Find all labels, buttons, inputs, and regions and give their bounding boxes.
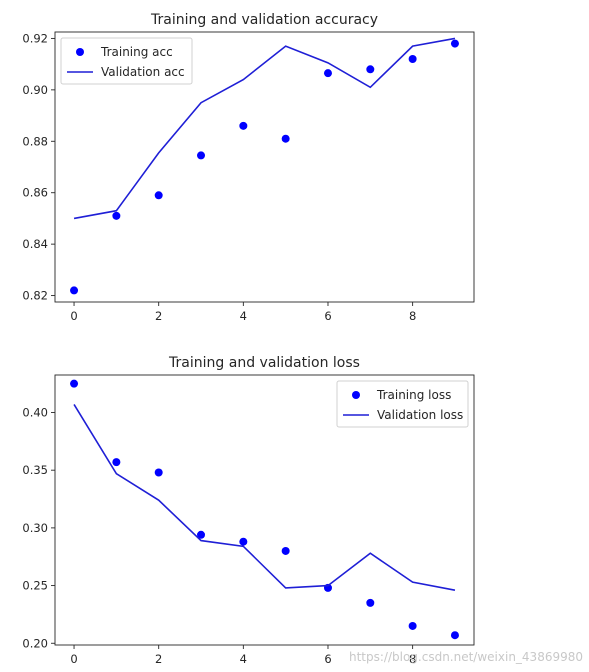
accuracy-x-tick-label: 4 — [240, 309, 247, 323]
accuracy-plot-frame — [54, 31, 475, 303]
training-loss-point — [154, 468, 163, 477]
accuracy-chart: Training and validation accuracy 0 2 4 6 8 0.8… — [22, 12, 475, 323]
training-acc-point — [281, 134, 290, 143]
training-acc-point — [154, 191, 163, 200]
loss-x-tick-label: 2 — [155, 652, 162, 666]
training-acc-legend-label: Training acc — [100, 45, 173, 59]
accuracy-y-tick-label: 0.84 — [22, 237, 48, 251]
training-acc-point — [450, 39, 459, 48]
accuracy-y-tick-label: 0.92 — [22, 31, 48, 45]
accuracy-y-tick-label: 0.90 — [22, 83, 48, 97]
training-loss-point — [408, 621, 417, 630]
loss-y-tick-label: 0.35 — [22, 463, 48, 477]
validation-loss-legend-label: Validation loss — [377, 408, 463, 422]
training-loss-point — [70, 379, 79, 388]
training-loss-point — [450, 631, 459, 640]
loss-legend: Training loss Validation loss — [336, 380, 469, 428]
validation-loss-line — [73, 404, 456, 591]
accuracy-x-tick-label: 2 — [155, 309, 162, 323]
loss-chart-title: Training and validation loss — [168, 355, 360, 371]
training-loss-point — [112, 458, 121, 467]
accuracy-y-tick-label: 0.82 — [22, 289, 48, 303]
accuracy-y-tick-label: 0.86 — [22, 186, 48, 200]
training-loss-point — [366, 598, 375, 607]
accuracy-legend-box — [60, 37, 193, 85]
accuracy-chart-title: Training and validation accuracy — [150, 12, 378, 28]
training-loss-legend-label: Training loss — [376, 388, 451, 402]
training-acc-legend-swatch — [76, 48, 84, 56]
accuracy-legend: Training acc Validation acc — [60, 37, 193, 85]
training-acc-point — [366, 65, 375, 74]
loss-x-tick-label: 6 — [324, 652, 331, 666]
loss-y-tick-label: 0.30 — [22, 521, 48, 535]
loss-y-tick-label: 0.20 — [22, 636, 48, 650]
training-acc-point — [112, 211, 121, 220]
watermark-text: https://blog.csdn.net/weixin_43869980 — [349, 650, 583, 664]
training-loss-legend-swatch — [352, 391, 360, 399]
loss-legend-box — [336, 380, 469, 428]
training-acc-point — [239, 121, 248, 130]
accuracy-x-tick-label: 6 — [324, 309, 331, 323]
training-acc-point — [197, 151, 206, 160]
loss-x-tick-label: 0 — [70, 652, 77, 666]
accuracy-x-tick-label: 0 — [70, 309, 77, 323]
loss-plot-frame — [54, 374, 475, 646]
loss-chart: Training and validation loss 0 2 4 6 8 0.20 0.2… — [22, 355, 475, 666]
loss-x-tick-label: 4 — [240, 652, 247, 666]
training-acc-point — [70, 286, 79, 295]
training-loss-point — [281, 546, 290, 555]
training-acc-point — [408, 55, 417, 63]
accuracy-x-tick-label: 8 — [409, 309, 416, 323]
loss-x-tick-label: 8 — [409, 652, 416, 666]
loss-y-tick-label: 0.25 — [22, 579, 48, 593]
training-loss-point — [197, 530, 206, 539]
validation-acc-legend-label: Validation acc — [101, 65, 185, 79]
accuracy-y-tick-label: 0.88 — [22, 134, 48, 148]
training-acc-point — [323, 69, 332, 78]
loss-y-tick-label: 0.40 — [22, 406, 48, 420]
training-loss-point — [239, 537, 248, 546]
validation-acc-line — [73, 37, 456, 220]
